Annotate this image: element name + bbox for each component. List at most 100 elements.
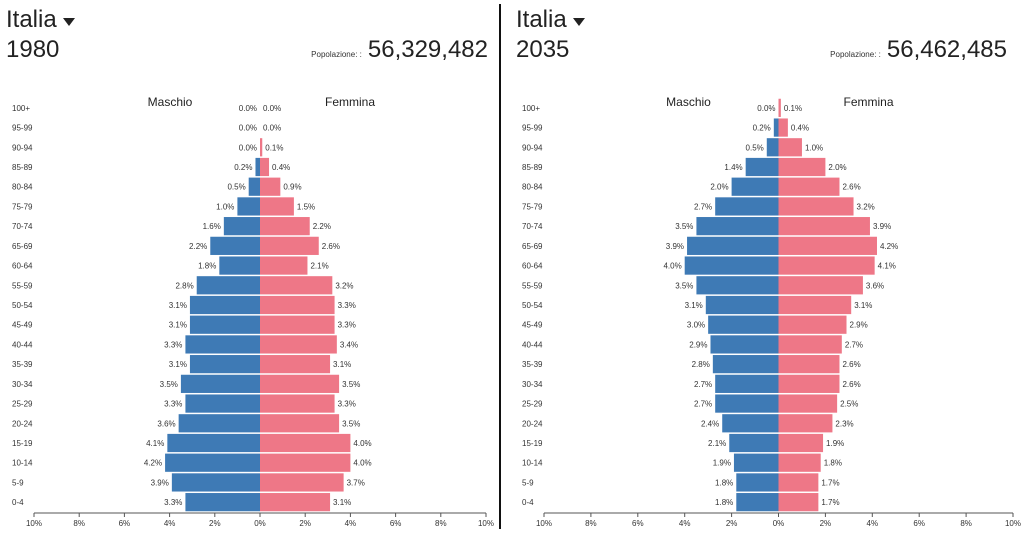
age-group-label: 65-69 <box>522 242 543 251</box>
female-value-label: 2.6% <box>322 242 340 251</box>
male-bar <box>729 433 779 453</box>
male-bar <box>736 493 779 512</box>
male-bar <box>189 315 260 334</box>
male-value-label: 3.3% <box>164 400 182 409</box>
male-bar <box>715 394 779 413</box>
male-bar <box>696 276 779 295</box>
female-value-label: 1.7% <box>821 478 839 487</box>
female-value-label: 3.7% <box>347 478 365 487</box>
male-bar <box>223 217 260 236</box>
female-bar <box>778 315 847 334</box>
age-group-label: 15-19 <box>12 439 33 448</box>
country-label: Italia <box>516 6 567 33</box>
male-value-label: 1.0% <box>216 202 234 211</box>
male-bar <box>185 493 260 512</box>
female-value-label: 3.2% <box>857 202 875 211</box>
male-bar <box>185 335 260 354</box>
caret-down-icon[interactable] <box>572 18 585 26</box>
female-bar <box>778 374 840 393</box>
age-group-label: 5-9 <box>12 478 24 487</box>
male-value-label: 1.4% <box>724 163 742 172</box>
male-value-label: 2.7% <box>694 202 712 211</box>
male-value-label: 2.2% <box>189 242 207 251</box>
x-tick-label: 10% <box>26 519 42 528</box>
age-group-label: 55-59 <box>522 281 543 290</box>
male-value-label: 0.2% <box>234 163 252 172</box>
female-bar <box>260 157 270 177</box>
female-value-label: 2.2% <box>313 222 331 231</box>
female-value-label: 4.2% <box>880 242 898 251</box>
age-group-label: 0-4 <box>522 498 534 507</box>
x-tick-label: 8% <box>960 519 972 528</box>
female-bar <box>778 98 781 117</box>
male-bar <box>189 295 260 315</box>
female-bar <box>778 177 840 196</box>
x-tick-label: 6% <box>913 519 925 528</box>
x-tick-label: 10% <box>478 519 494 528</box>
female-value-label: 3.2% <box>335 281 353 290</box>
female-value-label: 0.0% <box>263 104 281 113</box>
x-tick-label: 8% <box>73 519 85 528</box>
male-value-label: 1.8% <box>715 478 733 487</box>
country-selector[interactable]: Italia <box>516 6 585 34</box>
female-bar <box>778 157 826 177</box>
male-value-label: 3.6% <box>157 419 175 428</box>
female-bar <box>260 177 281 196</box>
male-bar <box>167 433 260 453</box>
male-value-label: 3.0% <box>687 321 705 330</box>
male-value-label: 1.8% <box>198 262 216 271</box>
male-label: Maschio <box>666 95 711 109</box>
male-value-label: 3.9% <box>151 478 169 487</box>
pyramid-chart: Maschio Femmina 100+ 0.0% 0.0% 95-99 0.0% 0.0% 9… <box>12 95 494 528</box>
age-group-label: 75-79 <box>522 202 543 211</box>
x-tick-label: 8% <box>585 519 597 528</box>
country-selector[interactable]: Italia <box>6 6 75 34</box>
male-bar <box>708 315 779 334</box>
x-tick-label: 2% <box>209 519 221 528</box>
age-group-label: 100+ <box>522 104 540 113</box>
year-label: 2035 <box>516 36 570 63</box>
population-display: Popolazione: : 56,329,482 <box>311 36 488 64</box>
male-value-label: 2.7% <box>694 380 712 389</box>
male-value-label: 0.5% <box>227 183 245 192</box>
caret-down-icon[interactable] <box>62 18 75 26</box>
female-value-label: 3.1% <box>333 360 351 369</box>
male-value-label: 3.5% <box>675 222 693 231</box>
male-bar <box>171 473 260 492</box>
female-bar <box>778 295 852 315</box>
female-bar <box>778 197 854 216</box>
age-group-label: 85-89 <box>522 163 543 172</box>
male-bar <box>722 414 779 433</box>
female-bar <box>260 453 351 472</box>
year-label: 1980 <box>6 36 60 63</box>
female-value-label: 3.1% <box>333 498 351 507</box>
female-value-label: 2.9% <box>850 321 868 330</box>
male-value-label: 3.1% <box>169 301 187 310</box>
age-group-label: 10-14 <box>522 459 543 468</box>
age-group-label: 0-4 <box>12 498 24 507</box>
female-bar <box>260 236 319 255</box>
female-value-label: 1.0% <box>805 143 823 152</box>
female-bar <box>778 335 842 354</box>
population-label: Popolazione: : <box>311 50 362 59</box>
female-bar <box>778 276 863 295</box>
male-bar <box>731 177 779 196</box>
female-bar <box>778 414 833 433</box>
female-bar <box>260 315 335 334</box>
male-value-label: 1.6% <box>203 222 221 231</box>
age-group-label: 15-19 <box>522 439 543 448</box>
male-value-label: 4.1% <box>146 439 164 448</box>
male-bar <box>696 217 779 236</box>
male-value-label: 0.0% <box>239 143 257 152</box>
x-tick-label: 6% <box>119 519 131 528</box>
female-value-label: 2.6% <box>842 380 860 389</box>
male-value-label: 3.5% <box>160 380 178 389</box>
female-value-label: 1.7% <box>821 498 839 507</box>
age-group-label: 35-39 <box>522 360 543 369</box>
female-value-label: 2.6% <box>842 360 860 369</box>
age-group-label: 45-49 <box>12 321 33 330</box>
age-group-label: 80-84 <box>522 183 543 192</box>
age-group-label: 40-44 <box>522 340 543 349</box>
age-group-label: 20-24 <box>12 419 33 428</box>
female-bar <box>260 493 331 512</box>
